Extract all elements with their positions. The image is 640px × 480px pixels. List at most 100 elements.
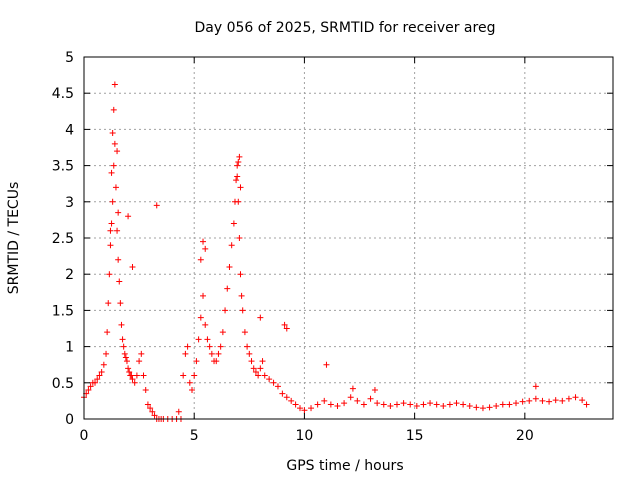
data-point <box>237 184 244 191</box>
data-point <box>182 350 189 357</box>
data-point <box>532 395 539 402</box>
data-point <box>323 361 330 368</box>
data-point <box>111 140 118 147</box>
data-point <box>115 209 122 216</box>
data-point <box>360 401 367 408</box>
data-point <box>144 401 151 408</box>
data-point <box>100 361 107 368</box>
y-tick-label: 3.5 <box>52 159 74 175</box>
data-point <box>446 401 453 408</box>
data-point <box>565 395 572 402</box>
data-point <box>274 383 281 390</box>
data-point <box>513 400 520 407</box>
data-point <box>217 343 224 350</box>
data-point <box>92 379 99 386</box>
data-point <box>279 390 286 397</box>
data-point <box>200 238 207 245</box>
data-point <box>107 227 114 234</box>
data-point <box>104 329 111 336</box>
data-point <box>128 372 135 379</box>
data-point <box>583 401 590 408</box>
y-tick-label: 4.5 <box>52 86 74 102</box>
data-point <box>321 397 328 404</box>
data-point <box>283 325 290 332</box>
data-point <box>519 398 526 405</box>
data-point <box>237 271 244 278</box>
data-point <box>400 400 407 407</box>
data-point <box>393 401 400 408</box>
data-point <box>327 401 334 408</box>
data-point <box>126 368 133 375</box>
data-point <box>546 398 553 405</box>
data-point <box>433 401 440 408</box>
data-point <box>226 263 233 270</box>
data-point <box>94 376 101 383</box>
data-point <box>197 314 204 321</box>
data-point <box>202 321 209 328</box>
y-tick-label: 5 <box>65 50 74 66</box>
plot-frame <box>83 56 614 420</box>
x-tick-label: 15 <box>406 428 424 444</box>
data-point <box>341 400 348 407</box>
data-point <box>235 198 242 205</box>
data-point <box>248 358 255 365</box>
data-point <box>107 242 114 249</box>
data-point <box>200 292 207 299</box>
x-tick-label: 0 <box>80 428 89 444</box>
data-point <box>420 401 427 408</box>
data-point <box>206 343 213 350</box>
data-point <box>493 402 500 409</box>
data-point <box>204 336 211 343</box>
data-point <box>125 365 132 372</box>
data-points <box>81 81 590 422</box>
data-point <box>499 401 506 408</box>
data-point <box>117 300 124 307</box>
data-point <box>308 405 315 412</box>
data-point <box>133 372 140 379</box>
data-point <box>261 372 268 379</box>
data-point <box>180 372 187 379</box>
data-point <box>367 395 374 402</box>
data-point <box>140 372 147 379</box>
data-point <box>114 148 121 155</box>
x-tick-label: 20 <box>516 428 534 444</box>
data-point <box>149 408 156 415</box>
data-point <box>233 177 240 184</box>
data-point <box>506 401 513 408</box>
data-point <box>334 402 341 409</box>
data-point <box>138 350 145 357</box>
data-point <box>121 350 128 357</box>
data-point <box>116 278 123 285</box>
data-point <box>186 379 193 386</box>
data-point <box>250 365 257 372</box>
data-point <box>552 397 559 404</box>
data-point <box>142 387 149 394</box>
x-tick-label: 5 <box>190 428 199 444</box>
data-point <box>195 336 202 343</box>
data-point <box>246 350 253 357</box>
data-point <box>129 376 136 383</box>
data-point <box>297 405 304 412</box>
data-point <box>380 401 387 408</box>
data-point <box>413 402 420 409</box>
data-point <box>125 213 132 220</box>
data-point <box>110 162 117 169</box>
data-point <box>239 307 246 314</box>
data-point <box>114 227 121 234</box>
data-point <box>111 81 118 88</box>
data-point <box>108 220 115 227</box>
data-point <box>314 401 321 408</box>
data-point <box>103 350 110 357</box>
data-point <box>301 407 308 414</box>
data-point <box>193 358 200 365</box>
data-point <box>197 256 204 263</box>
data-point <box>288 397 295 404</box>
data-point <box>213 358 220 365</box>
data-point <box>486 404 493 411</box>
data-point <box>283 394 290 401</box>
data-point <box>270 379 277 386</box>
data-point <box>241 329 248 336</box>
data-point <box>106 271 113 278</box>
data-point <box>131 379 138 386</box>
